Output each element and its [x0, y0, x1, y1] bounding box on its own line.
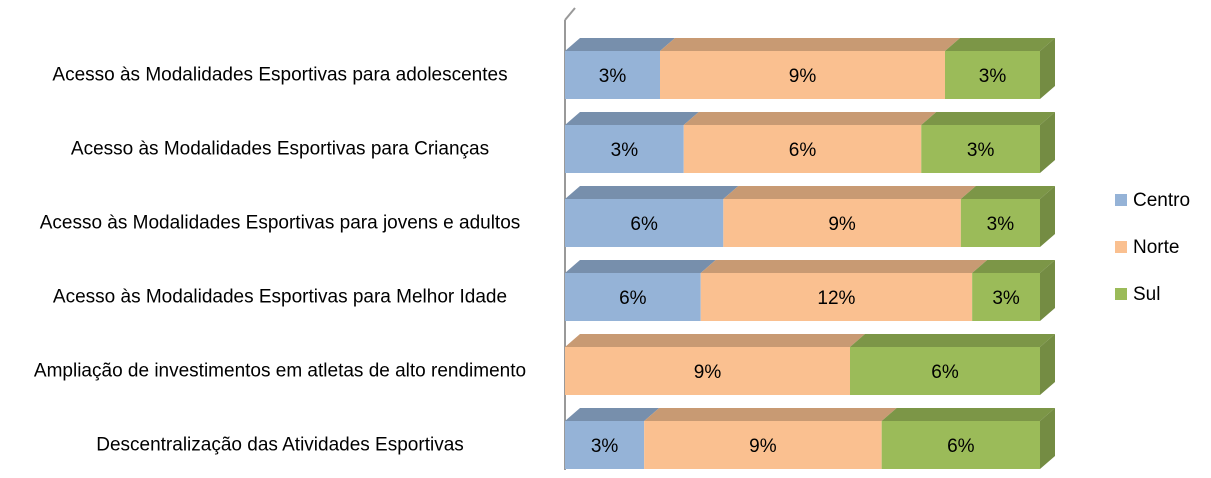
value-label: 3% — [987, 214, 1015, 235]
legend-label: Norte — [1133, 237, 1179, 258]
bar-top — [565, 38, 675, 51]
value-label: 6% — [931, 362, 959, 383]
axis-wall — [564, 7, 576, 21]
legend-swatch — [1115, 241, 1127, 253]
bar-top — [921, 112, 1055, 125]
value-label: 3% — [992, 288, 1020, 309]
bar-top — [723, 186, 976, 199]
bar — [700, 273, 973, 321]
value-label: 9% — [749, 436, 777, 457]
value-label: 9% — [694, 362, 722, 383]
bar-top — [850, 334, 1055, 347]
value-label: 3% — [591, 436, 619, 457]
bar-side — [1040, 334, 1055, 395]
category-label: Ampliação de investimentos em atletas de… — [33, 360, 527, 382]
category-label: Descentralização das Atividades Esportiv… — [96, 434, 464, 456]
bar-top — [945, 38, 1055, 51]
bar — [972, 273, 1040, 321]
bar — [565, 421, 645, 469]
value-label: 12% — [817, 288, 855, 309]
bar — [644, 421, 882, 469]
bar-top — [972, 260, 1055, 273]
bar — [565, 51, 660, 99]
category-label: Acesso às Modalidades Esportivas para jo… — [39, 212, 521, 234]
bar — [565, 273, 701, 321]
value-label: 3% — [599, 66, 627, 87]
bar-side — [1040, 408, 1055, 469]
value-label: 3% — [967, 140, 995, 161]
value-label: 3% — [611, 140, 639, 161]
bar-side — [1040, 186, 1055, 247]
value-label: 9% — [828, 214, 856, 235]
bar — [723, 199, 961, 247]
bar-top — [565, 260, 716, 273]
value-label: 6% — [630, 214, 658, 235]
legend-swatch — [1115, 194, 1127, 206]
bar-side — [1040, 38, 1055, 99]
legend-swatch — [1115, 288, 1127, 300]
bar-top — [644, 408, 897, 421]
bar-top — [700, 260, 988, 273]
bar — [565, 347, 850, 395]
bar — [565, 199, 724, 247]
value-label: 3% — [979, 66, 1007, 87]
value-label: 6% — [947, 436, 975, 457]
value-label: 6% — [619, 288, 647, 309]
legend-label: Centro — [1133, 190, 1190, 211]
bar-top — [565, 334, 865, 347]
bar-top — [683, 112, 937, 125]
bar-top — [565, 112, 699, 125]
bar — [921, 125, 1040, 173]
bar-top — [660, 38, 960, 51]
bar-top — [565, 186, 739, 199]
bar — [960, 199, 1040, 247]
bar — [683, 125, 922, 173]
bar — [565, 125, 684, 173]
value-label: 6% — [789, 140, 817, 161]
bar — [660, 51, 945, 99]
category-label: Acesso às Modalidades Esportivas para ad… — [52, 64, 508, 86]
bar-top — [565, 408, 660, 421]
bar — [881, 421, 1040, 469]
category-label: Acesso às Modalidades Esportivas para Me… — [52, 286, 508, 308]
bar-side — [1040, 260, 1055, 321]
bar-top — [960, 186, 1055, 199]
category-label: Acesso às Modalidades Esportivas para Cr… — [70, 138, 490, 160]
bar — [945, 51, 1040, 99]
bar-top — [881, 408, 1055, 421]
bar-side — [1040, 112, 1055, 173]
bar — [850, 347, 1040, 395]
legend-label: Sul — [1133, 284, 1160, 305]
value-label: 9% — [789, 66, 817, 87]
